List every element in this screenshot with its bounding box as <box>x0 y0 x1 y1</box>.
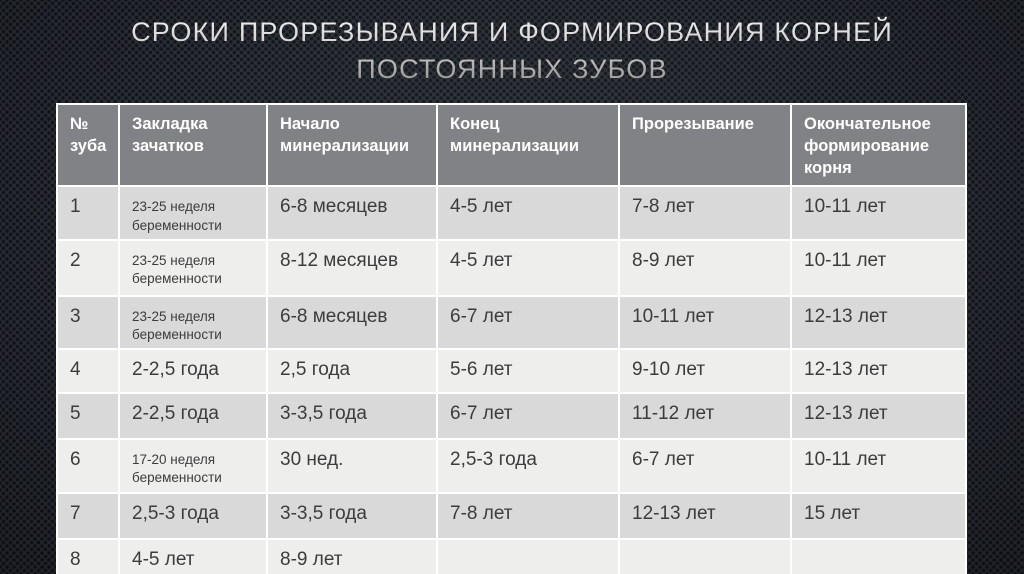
table-cell: 2 <box>56 238 120 297</box>
table-cell: 8-9 лет <box>266 538 438 574</box>
table-cell: 8-9 лет <box>618 238 792 297</box>
table-cell: 3-3,5 года <box>266 392 438 441</box>
column-header-root-final-formation: Окончательное формирование корня <box>790 102 967 188</box>
table-cell: 2,5-3 года <box>118 492 268 541</box>
table-cell: 4 <box>56 348 120 395</box>
table-cell <box>436 538 620 574</box>
table-cell: 11-12 лет <box>618 392 792 441</box>
table-row: 7 2,5-3 года 3-3,5 года 7-8 лет 12-13 ле… <box>56 492 967 541</box>
table-cell: 10-11 лет <box>790 185 967 241</box>
table-cell: 15 лет <box>790 492 967 541</box>
column-header-mineralization-start: Начало минерализации <box>266 102 438 188</box>
column-header-tooth-number: № зуба <box>56 102 120 188</box>
table-cell: 17-20 неделя беременности <box>118 438 268 495</box>
table-cell: 5-6 лет <box>436 348 620 395</box>
table-cell: 2-2,5 года <box>118 348 268 395</box>
table-cell: 4-5 лет <box>436 185 620 241</box>
table-cell: 7-8 лет <box>618 185 792 241</box>
teeth-eruption-table: № зуба Закладка зачатков Начало минерали… <box>56 102 967 574</box>
table-cell: 2-2,5 года <box>118 392 268 441</box>
table-cell: 12-13 лет <box>790 348 967 395</box>
table-cell <box>790 538 967 574</box>
table-cell: 5 <box>56 392 120 441</box>
table-row: 3 23-25 неделя беременности 6-8 месяцев … <box>56 294 967 351</box>
table-cell: 23-25 неделя беременности <box>118 238 268 297</box>
table-cell: 8 <box>56 538 120 574</box>
table-cell: 8-12 месяцев <box>266 238 438 297</box>
table-cell: 2,5 года <box>266 348 438 395</box>
table-cell: 3-3,5 года <box>266 492 438 541</box>
table-row: 8 4-5 лет 8-9 лет <box>56 538 967 574</box>
table-cell: 6-7 лет <box>436 294 620 351</box>
table-row: 4 2-2,5 года 2,5 года 5-6 лет 9-10 лет 1… <box>56 348 967 395</box>
table-cell: 6 <box>56 438 120 495</box>
table-cell <box>618 538 792 574</box>
table-cell: 7 <box>56 492 120 541</box>
table-cell: 6-8 месяцев <box>266 294 438 351</box>
title-line-2: ПОСТОЯННЫХ ЗУБОВ <box>356 54 668 84</box>
table-cell: 23-25 неделя беременности <box>118 294 268 351</box>
table-row: 1 23-25 неделя беременности 6-8 месяцев … <box>56 185 967 241</box>
table-cell: 1 <box>56 185 120 241</box>
table-row: 2 23-25 неделя беременности 8-12 месяцев… <box>56 238 967 297</box>
table-row: 6 17-20 неделя беременности 30 нед. 2,5-… <box>56 438 967 495</box>
table-cell: 10-11 лет <box>790 438 967 495</box>
table-cell: 10-11 лет <box>790 238 967 297</box>
table-row: 5 2-2,5 года 3-3,5 года 6-7 лет 11-12 ле… <box>56 392 967 441</box>
page-title: СРОКИ ПРОРЕЗЫВАНИЯ И ФОРМИРОВАНИЯ КОРНЕЙ… <box>0 14 1024 88</box>
table-cell: 2,5-3 года <box>436 438 620 495</box>
column-header-germ-formation: Закладка зачатков <box>118 102 268 188</box>
table-cell: 10-11 лет <box>618 294 792 351</box>
table-cell: 6-7 лет <box>618 438 792 495</box>
table-cell: 12-13 лет <box>790 392 967 441</box>
table-cell: 6-8 месяцев <box>266 185 438 241</box>
column-header-eruption: Прорезывание <box>618 102 792 188</box>
table-cell: 12-13 лет <box>618 492 792 541</box>
table-cell: 3 <box>56 294 120 351</box>
table-cell: 9-10 лет <box>618 348 792 395</box>
table-cell: 30 нед. <box>266 438 438 495</box>
table-cell: 12-13 лет <box>790 294 967 351</box>
table-cell: 23-25 неделя беременности <box>118 185 268 241</box>
header-row: № зуба Закладка зачатков Начало минерали… <box>56 102 967 188</box>
column-header-mineralization-end: Конец минерализации <box>436 102 620 188</box>
table-cell: 7-8 лет <box>436 492 620 541</box>
table-cell: 4-5 лет <box>436 238 620 297</box>
table-cell: 4-5 лет <box>118 538 268 574</box>
title-line-1: СРОКИ ПРОРЕЗЫВАНИЯ И ФОРМИРОВАНИЯ КОРНЕЙ <box>131 17 893 47</box>
table-cell: 6-7 лет <box>436 392 620 441</box>
